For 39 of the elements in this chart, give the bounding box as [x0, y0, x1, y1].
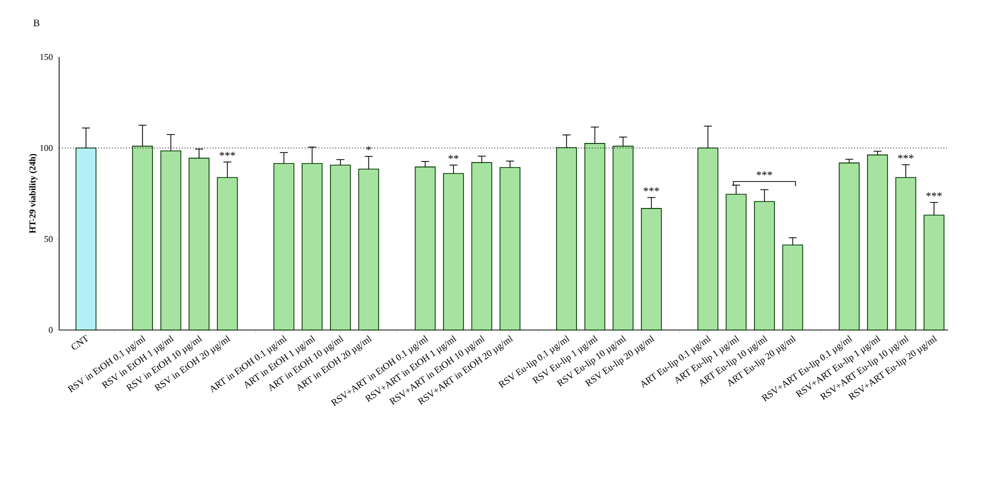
data-label: ***: [898, 154, 914, 159]
bar: [160, 150, 182, 330]
y-tick-label: 50: [44, 236, 53, 242]
bar: [500, 167, 520, 330]
bar: [782, 244, 804, 330]
bar: [414, 166, 436, 330]
bar: [838, 162, 860, 330]
bar: [924, 214, 944, 330]
bar: [697, 148, 718, 330]
data-label: *: [366, 146, 371, 150]
bar: [612, 146, 634, 330]
bar: [443, 173, 464, 330]
y-tick-label: 150: [40, 54, 53, 60]
bar: [273, 163, 294, 330]
data-label: ***: [926, 192, 942, 196]
bar: [584, 143, 606, 330]
bar: [188, 158, 210, 330]
bar: [556, 147, 577, 330]
data-label: **: [448, 155, 458, 160]
bar: [302, 163, 323, 330]
y-tick-label: 100: [40, 144, 53, 152]
bar: [330, 164, 351, 330]
bar: [726, 194, 747, 330]
annotation: ***: [756, 171, 772, 176]
bar: [76, 148, 96, 330]
bar: [640, 208, 662, 330]
bar: [216, 177, 238, 330]
y-tick-label: 0: [48, 326, 53, 334]
data-label: ***: [644, 187, 660, 192]
y-axis-title: HT-29 viability (24h): [29, 154, 38, 234]
bar: [132, 146, 153, 330]
bar: [358, 168, 380, 330]
bar: [754, 201, 775, 330]
bar: [471, 162, 492, 330]
bar: [895, 177, 916, 330]
bar: [867, 154, 888, 330]
x-tick-label: CNT: [72, 334, 88, 350]
data-label: ***: [220, 152, 236, 156]
chart-title: B: [33, 20, 40, 26]
